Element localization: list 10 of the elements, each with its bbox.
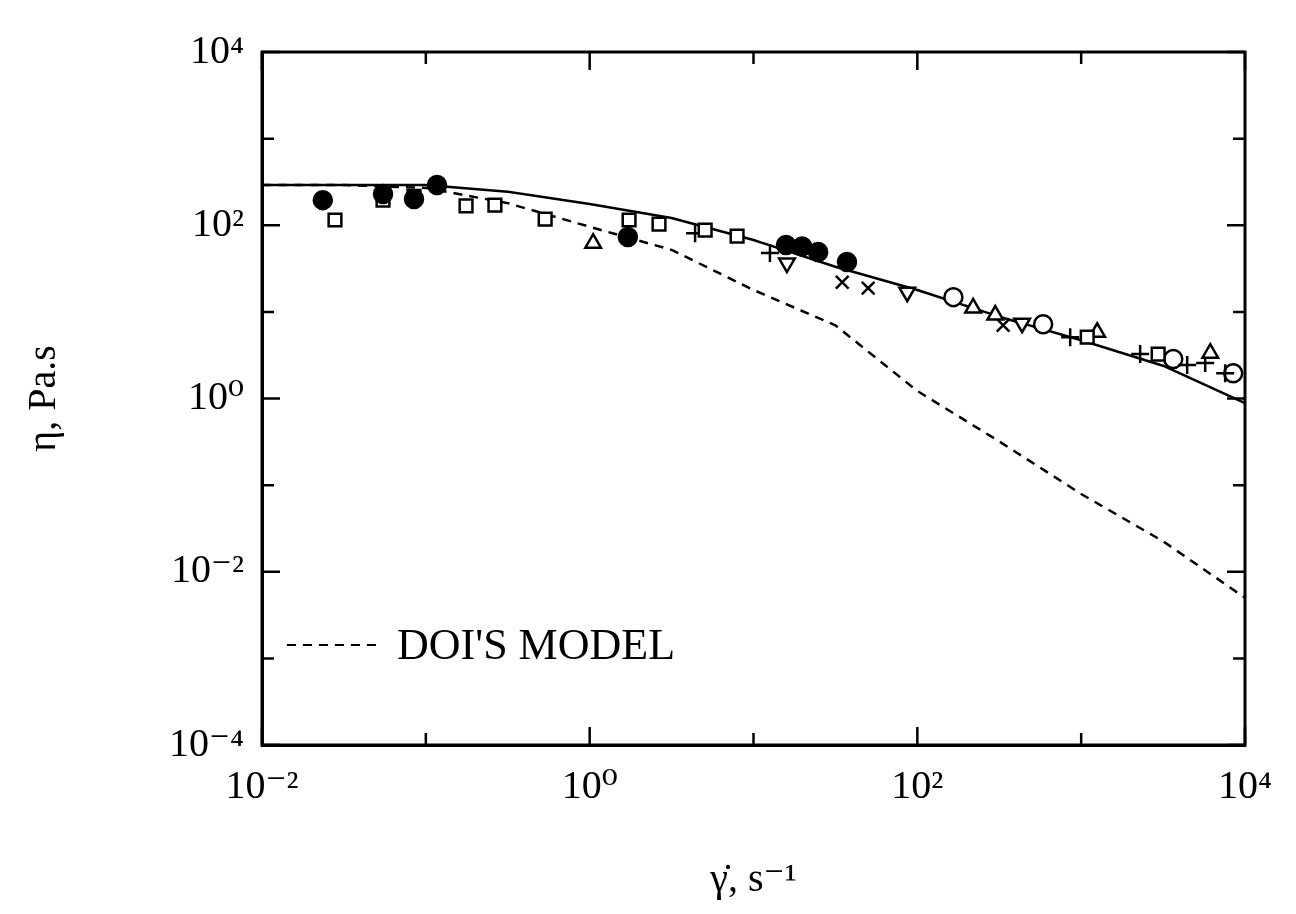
x-tick-label: 10² xyxy=(891,761,944,807)
legend-label: DOI'S MODEL xyxy=(397,619,676,669)
y-tick-label: 10² xyxy=(192,199,244,245)
x-tick-label: 10⁴ xyxy=(1218,761,1272,807)
y-tick-label: 10⁰ xyxy=(187,373,244,418)
y-tick-label: 10⁻² xyxy=(170,546,244,592)
y-axis-title: η, Pa.s xyxy=(18,345,64,452)
x-tick-label: 10⁰ xyxy=(561,761,618,807)
x-axis-title: γ̇, s⁻¹ xyxy=(709,854,797,900)
y-tick-label: 10⁴ xyxy=(190,26,244,72)
